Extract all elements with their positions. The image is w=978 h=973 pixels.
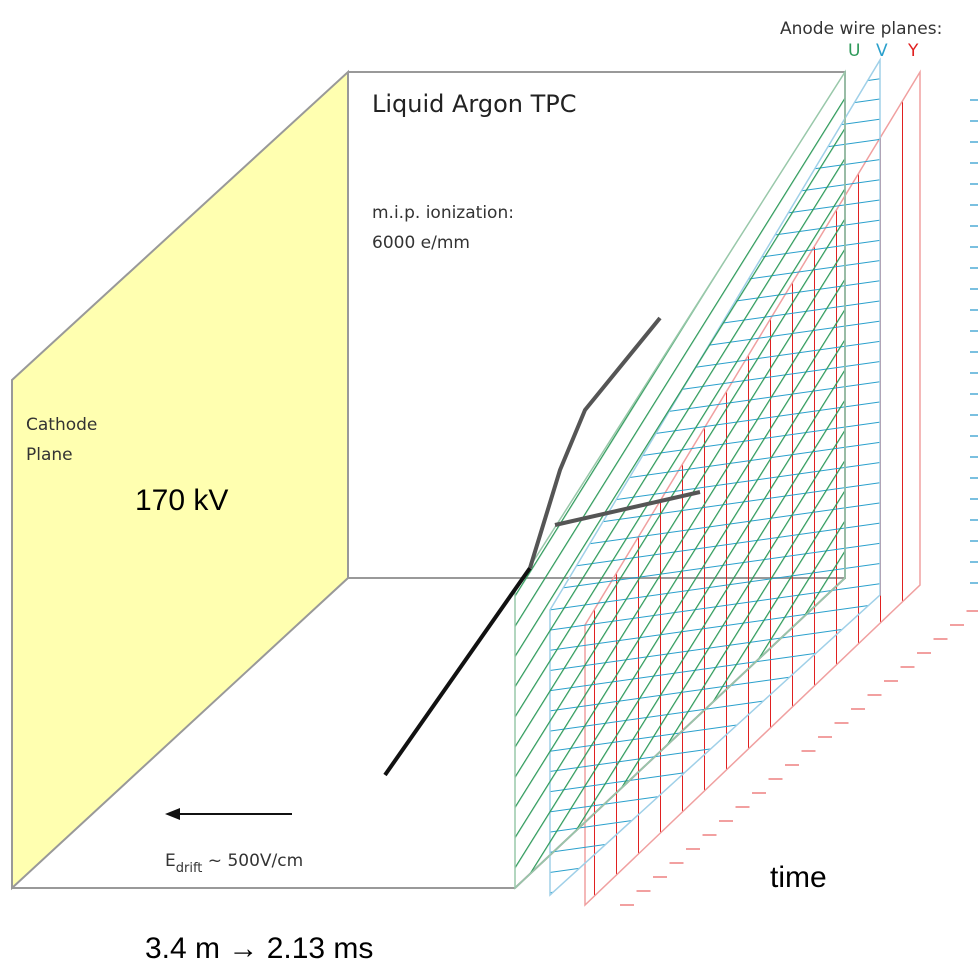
drift-caption: 3.4 m → 2.13 ms (145, 932, 373, 965)
plane-y: Y (907, 41, 919, 61)
time-ticks (620, 99, 978, 906)
tpc-title: Liquid Argon TPC (372, 90, 577, 118)
track-projection (528, 316, 662, 569)
field-symbol: E (165, 851, 176, 871)
track-branch (554, 490, 701, 527)
ionization-line: m.i.p. ionization: (372, 203, 514, 223)
field-label: Edrift ~ 500V/cm (165, 851, 303, 876)
field-subscript: drift (176, 861, 203, 876)
anode-title: Anode wire planes: (780, 19, 942, 39)
arrow-head (165, 808, 180, 820)
plane-u: U (848, 41, 860, 61)
ionization-line: 6000 e/mm (372, 233, 470, 253)
field-value: ~ 500V/cm (202, 851, 303, 871)
plane-v: V (876, 41, 888, 61)
track (383, 566, 532, 777)
time-label: time (770, 861, 827, 894)
u-plane (514, 69, 846, 890)
cathode-voltage: 170 kV (135, 484, 228, 517)
cathode-plane (11, 69, 349, 891)
cathode-label: Cathode (26, 415, 97, 435)
cathode-label: Plane (26, 445, 73, 465)
